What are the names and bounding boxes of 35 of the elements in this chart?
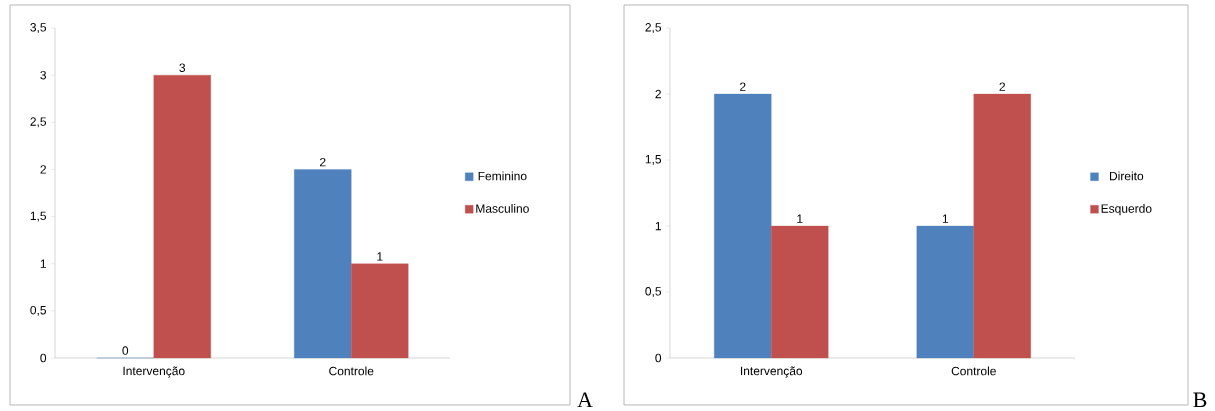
- x-tick-label: Intervenção: [741, 366, 803, 378]
- y-tick-label: 2,5: [645, 23, 662, 33]
- y-tick-label: 0: [655, 353, 662, 363]
- y-tick-label: 2: [655, 89, 661, 99]
- data-label: 3: [179, 63, 186, 72]
- data-label: 2: [740, 82, 746, 91]
- data-label: 2: [999, 82, 1005, 91]
- y-tick-label: 0,5: [30, 305, 47, 316]
- x-tick-label: Controle: [951, 366, 996, 376]
- legend-label: Masculino: [476, 203, 529, 213]
- legend-label: Direito: [1109, 171, 1144, 181]
- legend-label: Feminino: [478, 171, 527, 181]
- y-tick-label: 3: [40, 70, 47, 80]
- data-label: 1: [942, 214, 949, 223]
- y-tick-label: 1: [655, 221, 661, 231]
- data-label: 1: [377, 252, 383, 261]
- x-tick-label: Controle: [329, 366, 374, 376]
- text: A: [577, 392, 593, 407]
- data-label: 2: [320, 157, 326, 167]
- y-tick-label: 1,5: [30, 211, 47, 222]
- y-tick-label: 2: [40, 165, 46, 174]
- y-tick-label: 1,5: [645, 155, 662, 165]
- y-tick-label: 0: [40, 353, 47, 363]
- text: B: [1193, 392, 1207, 408]
- y-tick-label: 2,5: [30, 117, 47, 128]
- y-tick-label: 1: [40, 259, 46, 268]
- y-tick-label: 3,5: [30, 23, 47, 33]
- y-tick-label: 0,5: [645, 287, 662, 297]
- data-label: 1: [797, 214, 803, 223]
- x-tick-label: Intervenção: [123, 366, 185, 378]
- data-label: 0: [122, 346, 129, 355]
- legend-label: Esquerdo: [1101, 203, 1152, 216]
- bar: [153, 74, 211, 359]
- bar: [351, 263, 409, 359]
- bar: [294, 169, 352, 359]
